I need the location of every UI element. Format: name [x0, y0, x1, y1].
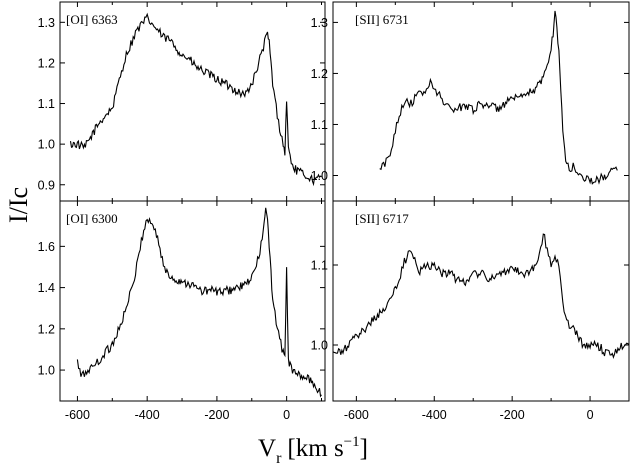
x-axis-title-subscript: r	[276, 450, 282, 467]
y-tick-label: 1.6	[38, 240, 55, 254]
x-tick-label: -400	[422, 408, 447, 422]
plot-frame-bottom-left	[59, 200, 326, 402]
y-tick-label: 1.1	[311, 259, 328, 273]
y-tick-label: 1.3	[38, 16, 55, 30]
y-tick-label: 1.4	[38, 281, 55, 295]
spectrum-line-bottom-right	[333, 233, 629, 359]
panel-label-top-left: [OI] 6363	[66, 12, 118, 27]
y-tick-label: 1.0	[38, 364, 55, 378]
spectrum-line-top-left	[69, 12, 322, 187]
y-axis-title: I/Ic	[4, 187, 33, 223]
y-tick-label: 1.2	[38, 56, 55, 70]
x-tick-label: -600	[65, 408, 90, 422]
spectrum-line-bottom-left	[76, 207, 322, 398]
x-tick-label: 0	[283, 408, 290, 422]
x-tick-label: -600	[344, 408, 369, 422]
x-axis-title-unit: [km s	[287, 435, 343, 462]
spectrum-line-top-right	[379, 10, 618, 185]
panel-label-bottom-left: [OI] 6300	[66, 211, 118, 226]
plot-frame-top-left	[59, 1, 326, 202]
x-axis-title-symbol: V	[258, 435, 276, 462]
x-axis-title-exponent: −1	[344, 434, 360, 450]
panel-bottom-right: -600 -400 -200 0 1.0 1.1 [SII] 6717	[311, 200, 630, 422]
y-tick-label: 1.2	[311, 67, 328, 81]
y-tick-label: 1.0	[38, 138, 55, 152]
x-tick-label: -400	[135, 408, 160, 422]
y-tick-label: 1.1	[38, 97, 55, 111]
plot-frame-top-right	[332, 1, 630, 202]
panel-bottom-left: -600 -400 -200 0 1.0 1.2 1.4 1.6 [OI] 6300	[38, 200, 326, 422]
x-tick-label: -200	[204, 408, 229, 422]
plot-frame-bottom-right	[332, 200, 630, 402]
panel-label-top-right: [SII] 6731	[355, 12, 409, 27]
panel-top-left: 0.9 1.0 1.1 1.2 1.3 [OI] 6363	[38, 1, 326, 202]
x-axis-title: Vr [km s−1]	[258, 434, 368, 467]
x-tick-label: 0	[587, 408, 594, 422]
panel-top-right: 1.0 1.1 1.2 1.3 [SII] 6731	[311, 1, 630, 202]
panel-label-bottom-right: [SII] 6717	[355, 211, 409, 226]
x-axis-title-close: ]	[360, 435, 368, 462]
y-tick-label: 1.0	[311, 339, 328, 353]
y-tick-label: 1.1	[311, 118, 328, 132]
y-tick-label: 0.9	[38, 178, 55, 192]
y-tick-label: 1.0	[311, 169, 328, 183]
x-tick-label: -200	[500, 408, 525, 422]
y-tick-label: 1.2	[38, 322, 55, 336]
y-tick-label: 1.3	[311, 16, 328, 30]
